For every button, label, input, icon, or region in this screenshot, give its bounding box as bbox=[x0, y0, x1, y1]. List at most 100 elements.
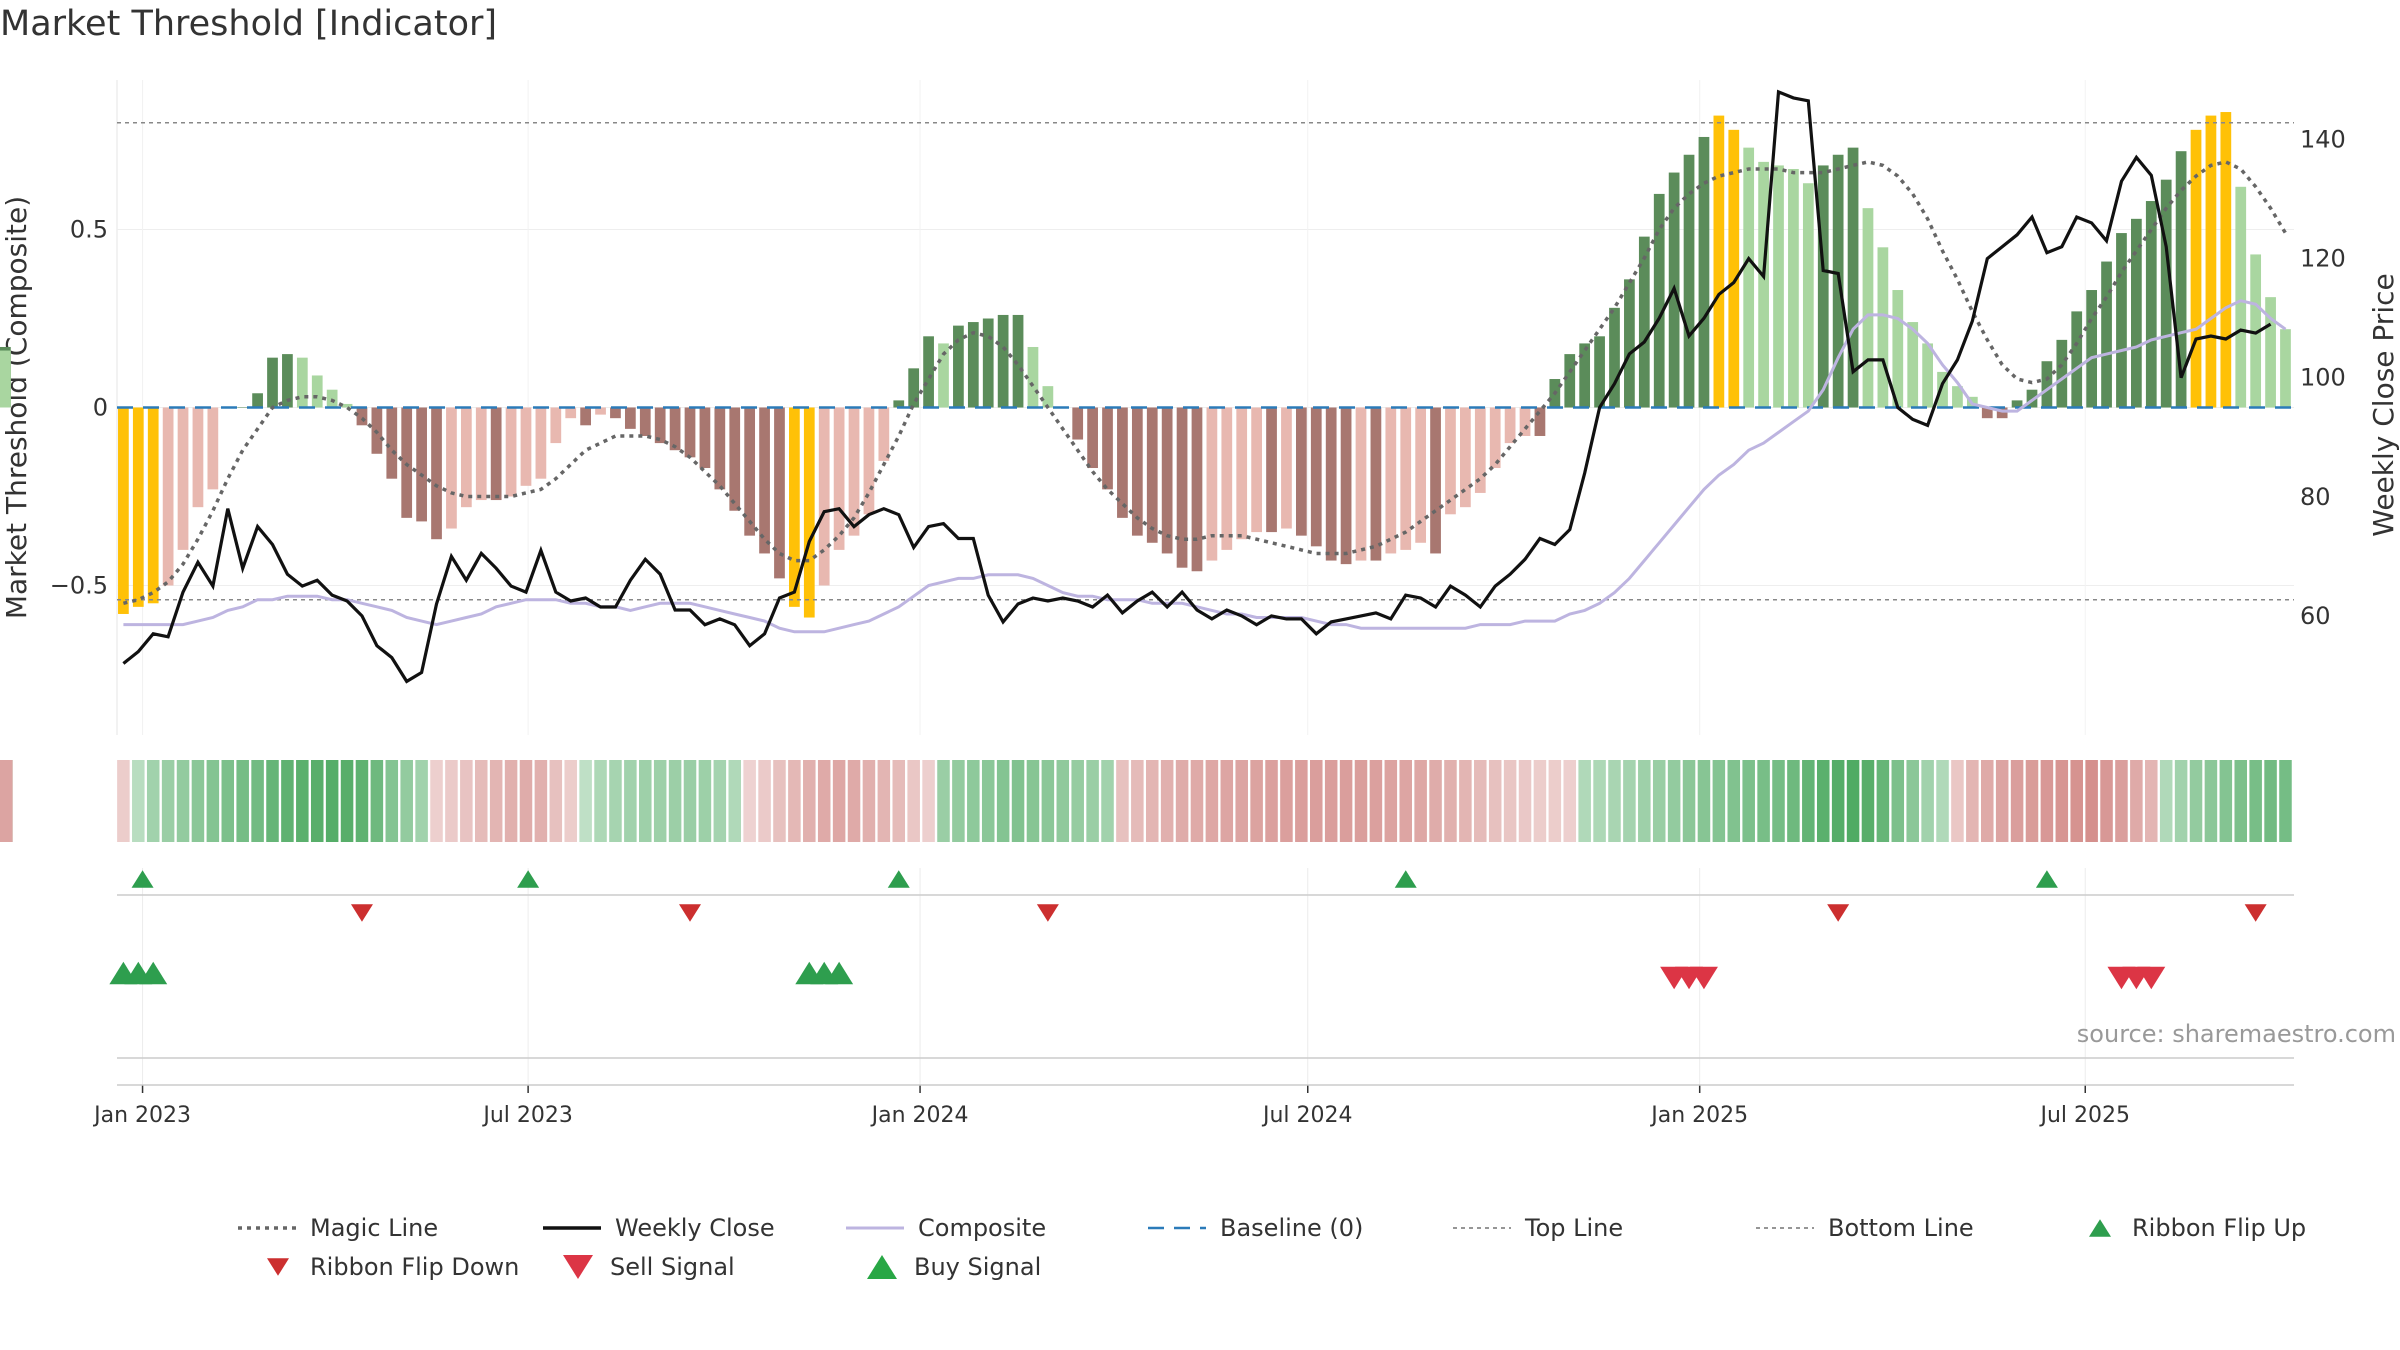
composite-bar bbox=[1713, 115, 1725, 408]
ribbon-cell bbox=[1056, 760, 1070, 842]
composite-bar bbox=[580, 407, 591, 426]
composite-bar bbox=[2160, 179, 2172, 408]
ribbon-cell bbox=[1205, 760, 1219, 842]
ribbon-cell bbox=[1399, 760, 1412, 842]
composite-bar bbox=[744, 407, 756, 536]
composite-bar bbox=[2101, 261, 2112, 408]
y-right-axis-label: Weekly Close Price bbox=[2367, 273, 2400, 536]
ribbon-cell bbox=[877, 760, 891, 842]
composite-bar bbox=[789, 407, 800, 607]
composite-line bbox=[123, 299, 2287, 634]
y-tick-label: 0 bbox=[93, 394, 108, 422]
composite-bar bbox=[1877, 247, 1889, 408]
ribbon-cell bbox=[2130, 760, 2143, 842]
ribbon-cell bbox=[325, 760, 339, 842]
composite-bar bbox=[595, 407, 606, 415]
ribbon-cell bbox=[1265, 760, 1278, 842]
ribbon-cell bbox=[1906, 760, 1919, 842]
composite-bar bbox=[520, 407, 532, 486]
ribbon-cell bbox=[1846, 760, 1860, 842]
composite-bar bbox=[1355, 407, 1367, 561]
ribbon-cell bbox=[1936, 760, 1949, 842]
composite-bar bbox=[729, 407, 741, 511]
composite-bar bbox=[147, 407, 159, 604]
ribbon-cell bbox=[534, 760, 548, 842]
composite-bar bbox=[2235, 186, 2247, 408]
ribbon-cell bbox=[296, 760, 309, 842]
ribbon-cell bbox=[1474, 760, 1487, 842]
ribbon-cell bbox=[713, 760, 727, 842]
ribbon-cell bbox=[564, 760, 577, 842]
composite-bar bbox=[1474, 407, 1486, 493]
ribbon-cell bbox=[937, 760, 950, 842]
legend-label: Top Line bbox=[1524, 1214, 1623, 1242]
ribbon-flip-up-marker bbox=[517, 870, 540, 888]
ribbon-cell bbox=[191, 760, 205, 842]
composite-bar bbox=[923, 336, 934, 408]
x-tick-label: Jan 2024 bbox=[870, 1103, 969, 1128]
composite-bar bbox=[803, 407, 815, 618]
ribbon-cell bbox=[892, 760, 906, 842]
ribbon-cell bbox=[907, 760, 920, 842]
ribbon-cell bbox=[1623, 760, 1636, 842]
composite-bar bbox=[1758, 161, 1769, 408]
ribbon-cell bbox=[474, 760, 488, 842]
ribbon-cell bbox=[2279, 760, 2292, 842]
ribbon-cell bbox=[2115, 760, 2128, 842]
composite-bar bbox=[1206, 407, 1218, 561]
ribbon-cell bbox=[400, 760, 413, 842]
composite-bar bbox=[1624, 279, 1635, 408]
buy-signal-marker bbox=[139, 961, 168, 985]
ribbon-cell bbox=[1563, 760, 1577, 842]
ribbon-cell bbox=[266, 760, 279, 842]
composite-bar bbox=[1996, 407, 2008, 419]
ribbon-cell bbox=[1026, 760, 1040, 842]
composite-bar bbox=[908, 368, 920, 408]
ribbon-cell bbox=[1548, 760, 1562, 842]
magic-line bbox=[122, 160, 2288, 606]
ribbon-cell bbox=[1011, 760, 1025, 842]
ribbon-flip-down-marker bbox=[679, 904, 702, 922]
composite-bar bbox=[654, 407, 666, 444]
composite-bar bbox=[207, 407, 219, 490]
composite-bar bbox=[878, 407, 890, 461]
legend-item: Bottom Line bbox=[1756, 1214, 1974, 1242]
composite-bar bbox=[863, 407, 875, 515]
composite-bar bbox=[1266, 407, 1277, 533]
composite-bar bbox=[2041, 361, 2053, 408]
composite-bar bbox=[446, 407, 457, 529]
legend-item: Baseline (0) bbox=[1148, 1214, 1363, 1242]
ribbon-cell bbox=[445, 760, 458, 842]
ribbon-cell bbox=[176, 760, 190, 842]
composite-bar bbox=[1310, 407, 1322, 547]
composite-bar bbox=[2265, 297, 2276, 408]
ribbon-cell bbox=[1160, 760, 1174, 842]
y-right-tick-label: 80 bbox=[2300, 483, 2331, 511]
composite-bar bbox=[1460, 407, 1471, 508]
y-tick-label: 0.5 bbox=[70, 216, 108, 244]
composite-bar bbox=[2175, 151, 2187, 408]
composite-bar bbox=[1594, 336, 1605, 408]
composite-bar bbox=[2116, 233, 2127, 408]
ribbon-cell bbox=[1995, 760, 2009, 842]
ribbon-cell bbox=[1339, 760, 1353, 842]
composite-bar bbox=[1191, 407, 1203, 572]
ribbon-cell bbox=[758, 760, 771, 842]
composite-bar bbox=[341, 403, 353, 408]
ribbon-cell bbox=[817, 760, 831, 842]
composite-bar bbox=[1325, 407, 1337, 561]
source-note: source: sharemaestro.com bbox=[2076, 1020, 2396, 1048]
ribbon-cell bbox=[2174, 760, 2188, 842]
x-tick-label: Jan 2025 bbox=[1649, 1103, 1748, 1128]
ribbon-flip-up-marker bbox=[1394, 870, 1417, 888]
ribbon-cell bbox=[2204, 760, 2218, 842]
ribbon-cell bbox=[1980, 760, 1994, 842]
ribbon-cell bbox=[1235, 760, 1248, 842]
composite-bar bbox=[893, 400, 905, 408]
ribbon-cell bbox=[1608, 760, 1621, 842]
ribbon-cell bbox=[1638, 760, 1651, 842]
legend-swatch bbox=[867, 1255, 897, 1279]
ribbon-cell bbox=[1250, 760, 1263, 842]
ribbon-cell bbox=[2234, 760, 2248, 842]
composite-bar bbox=[2205, 115, 2217, 408]
